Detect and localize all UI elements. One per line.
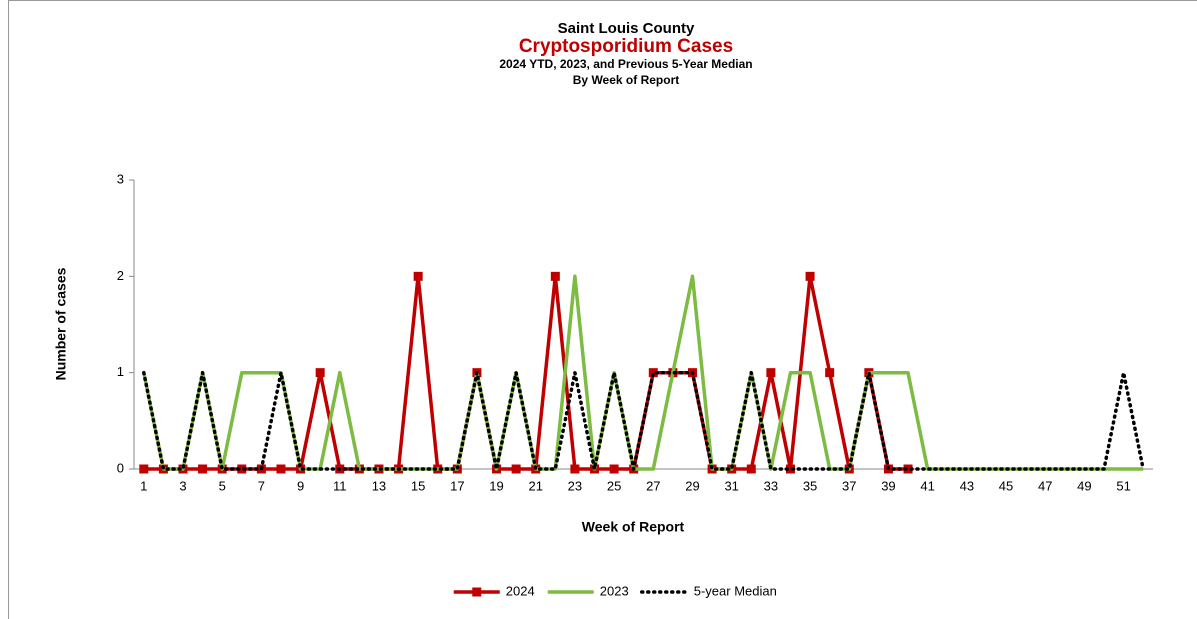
x-tick-label: 39	[881, 478, 895, 493]
x-tick-label: 49	[1077, 478, 1091, 493]
marker	[785, 464, 795, 474]
marker	[315, 368, 325, 378]
x-tick-label: 17	[450, 478, 464, 493]
marker	[511, 464, 521, 474]
x-tick-label: 9	[297, 478, 304, 493]
x-axis-label: Week of Report	[582, 519, 685, 535]
x-tick-label: 51	[1116, 478, 1130, 493]
marker	[648, 368, 658, 378]
x-tick-label: 27	[646, 478, 660, 493]
y-axis-label: Number of cases	[53, 267, 69, 380]
x-tick-label: 19	[489, 478, 503, 493]
x-tick-label: 15	[411, 478, 425, 493]
x-tick-label: 23	[568, 478, 582, 493]
marker	[276, 464, 286, 474]
series-line	[142, 274, 1144, 471]
frame	[8, 0, 1197, 619]
y-tick-label: 0	[117, 460, 124, 475]
x-tick-label: 37	[842, 478, 856, 493]
x-tick-label: 1	[140, 478, 147, 493]
marker	[139, 464, 149, 474]
x-tick-label: 25	[607, 478, 621, 493]
x-tick-label: 29	[685, 478, 699, 493]
x-tick-label: 5	[219, 478, 226, 493]
x-tick-label: 45	[999, 478, 1013, 493]
chart-title: Saint Louis County	[558, 20, 695, 37]
series-line	[142, 370, 1145, 471]
marker	[198, 464, 208, 474]
x-tick-label: 43	[960, 478, 974, 493]
x-tick-label: 3	[179, 478, 186, 493]
marker	[805, 271, 815, 281]
x-tick-label: 13	[372, 478, 386, 493]
x-tick-label: 7	[258, 478, 265, 493]
chart-subtitle: By Week of Report	[573, 73, 679, 87]
chart-subtitle: Cryptosporidium Cases	[519, 36, 733, 57]
marker	[825, 368, 835, 378]
legend-label: 2024	[506, 583, 535, 598]
x-tick-label: 11	[333, 478, 347, 493]
y-tick-label: 1	[117, 364, 124, 379]
legend-label: 5-year Median	[694, 583, 777, 598]
y-tick-label: 2	[117, 268, 124, 283]
marker	[570, 464, 580, 474]
legend-label: 2023	[600, 583, 629, 598]
x-tick-label: 41	[920, 478, 934, 493]
x-tick-label: 33	[764, 478, 778, 493]
x-tick-label: 31	[724, 478, 738, 493]
marker	[237, 464, 247, 474]
marker	[766, 368, 776, 378]
chart-subtitle: 2024 YTD, 2023, and Previous 5-Year Medi…	[499, 57, 752, 71]
marker	[609, 464, 619, 474]
x-tick-label: 47	[1038, 478, 1052, 493]
x-tick-label: 35	[803, 478, 817, 493]
y-tick-label: 3	[117, 171, 124, 186]
marker	[550, 271, 560, 281]
marker	[903, 464, 913, 474]
legend-marker	[472, 587, 482, 597]
marker	[746, 464, 756, 474]
marker	[413, 271, 423, 281]
x-tick-label: 21	[528, 478, 542, 493]
